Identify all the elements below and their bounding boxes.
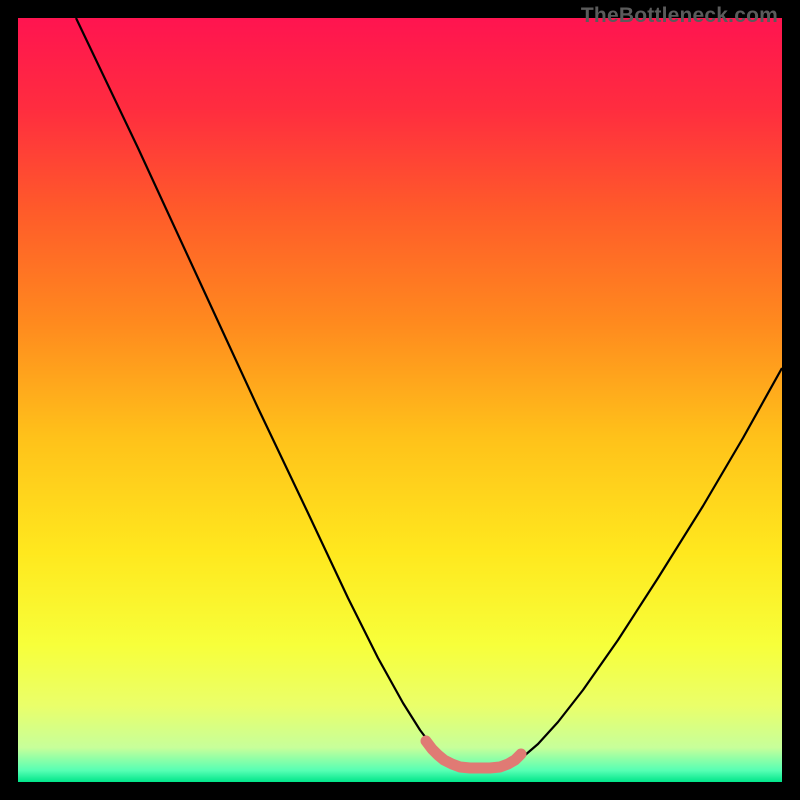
bottleneck-curve — [76, 18, 782, 768]
curve-layer — [18, 18, 782, 782]
watermark-text: TheBottleneck.com — [581, 4, 778, 28]
plot-area — [18, 18, 782, 782]
valley-floor-highlight — [426, 741, 521, 768]
chart-frame: TheBottleneck.com — [0, 0, 800, 800]
